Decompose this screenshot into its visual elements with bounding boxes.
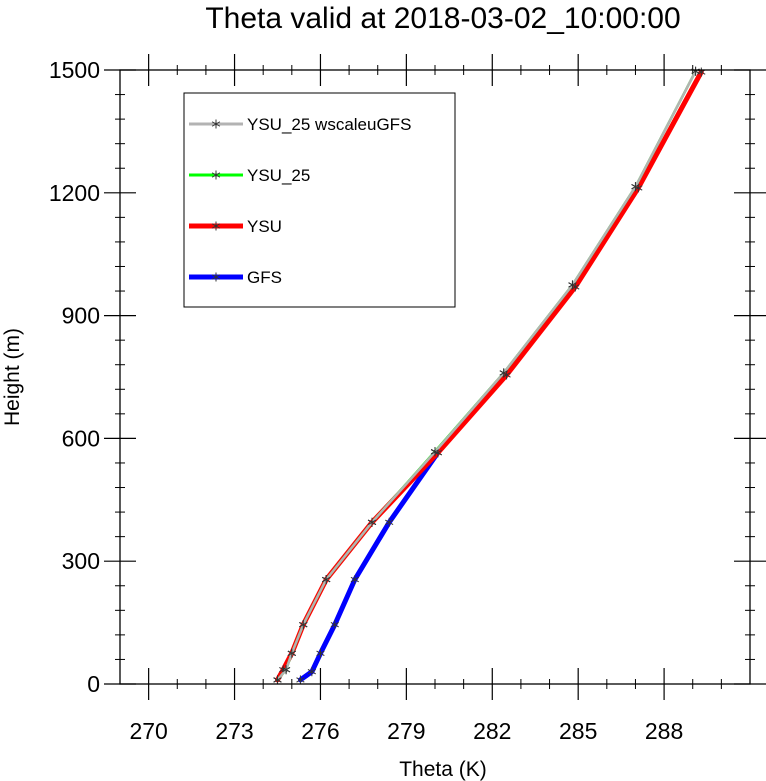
- data-point: [307, 667, 317, 677]
- y-axis-label: Height (m): [1, 328, 24, 426]
- y-tick-label: 1200: [49, 180, 100, 206]
- series-gfs: [296, 448, 443, 685]
- data-point: [322, 575, 331, 585]
- legend-item-ysu-25-wscaleugfs: YSU_25 wscaleuGFS: [189, 115, 411, 134]
- chart-title: Theta valid at 2018-03-02_10:00:00: [205, 2, 680, 35]
- legend-label: YSU_25: [247, 166, 310, 185]
- data-point: [350, 575, 359, 585]
- data-point: [287, 648, 296, 658]
- data-point: [296, 675, 305, 685]
- data-point: [385, 517, 394, 527]
- data-point: [316, 648, 325, 658]
- series-layer: [273, 66, 706, 685]
- x-tick-labels: 270 273 276 279 282 285 288: [129, 718, 683, 744]
- x-axis-label: Theta (K): [399, 758, 487, 781]
- x-tick-label: 285: [559, 718, 597, 744]
- data-point: [499, 368, 508, 378]
- legend-label: YSU_25 wscaleuGFS: [247, 115, 411, 134]
- x-tick-label: 282: [473, 718, 511, 744]
- y-tick-label: 1500: [49, 57, 100, 83]
- legend-item-gfs: GFS: [189, 268, 282, 287]
- legend-label: YSU: [247, 217, 282, 236]
- data-point: [367, 517, 377, 527]
- legend-marker: [211, 272, 221, 282]
- y-tick-label: 300: [62, 548, 100, 574]
- series-ysu-25-wscaleugfs: [273, 66, 700, 685]
- y-tick-label: 600: [62, 425, 100, 451]
- x-tick-label: 273: [215, 718, 253, 744]
- legend-marker: [211, 170, 221, 180]
- y-tick-labels: 0 300 600 900 1200 1500: [49, 57, 100, 697]
- plot-frame: [119, 69, 751, 685]
- data-point: [430, 447, 440, 457]
- data-point: [273, 675, 282, 685]
- x-tick-label: 270: [129, 718, 167, 744]
- data-point: [299, 620, 308, 630]
- data-point: [631, 182, 640, 192]
- data-point: [330, 620, 339, 630]
- legend-marker: [211, 221, 221, 231]
- legend-item-ysu-25: YSU_25: [189, 166, 310, 185]
- x-tick-label: 276: [301, 718, 339, 744]
- y-tick-label: 900: [62, 303, 100, 329]
- y-tick-label: 0: [87, 671, 100, 697]
- x-tick-label: 288: [645, 718, 683, 744]
- data-point: [281, 665, 291, 675]
- legend-label: GFS: [247, 268, 282, 287]
- data-point: [568, 280, 577, 290]
- legend-marker: [211, 119, 221, 129]
- series-line-gfs: [297, 450, 441, 683]
- x-tick-label: 279: [387, 718, 425, 744]
- legend-item-ysu: YSU: [189, 217, 282, 236]
- legend-items: YSU_25 wscaleuGFS YSU_25 YSU GFS: [189, 115, 411, 287]
- legend: YSU_25 wscaleuGFS YSU_25 YSU GFS: [183, 92, 456, 308]
- legend-box: [183, 92, 456, 308]
